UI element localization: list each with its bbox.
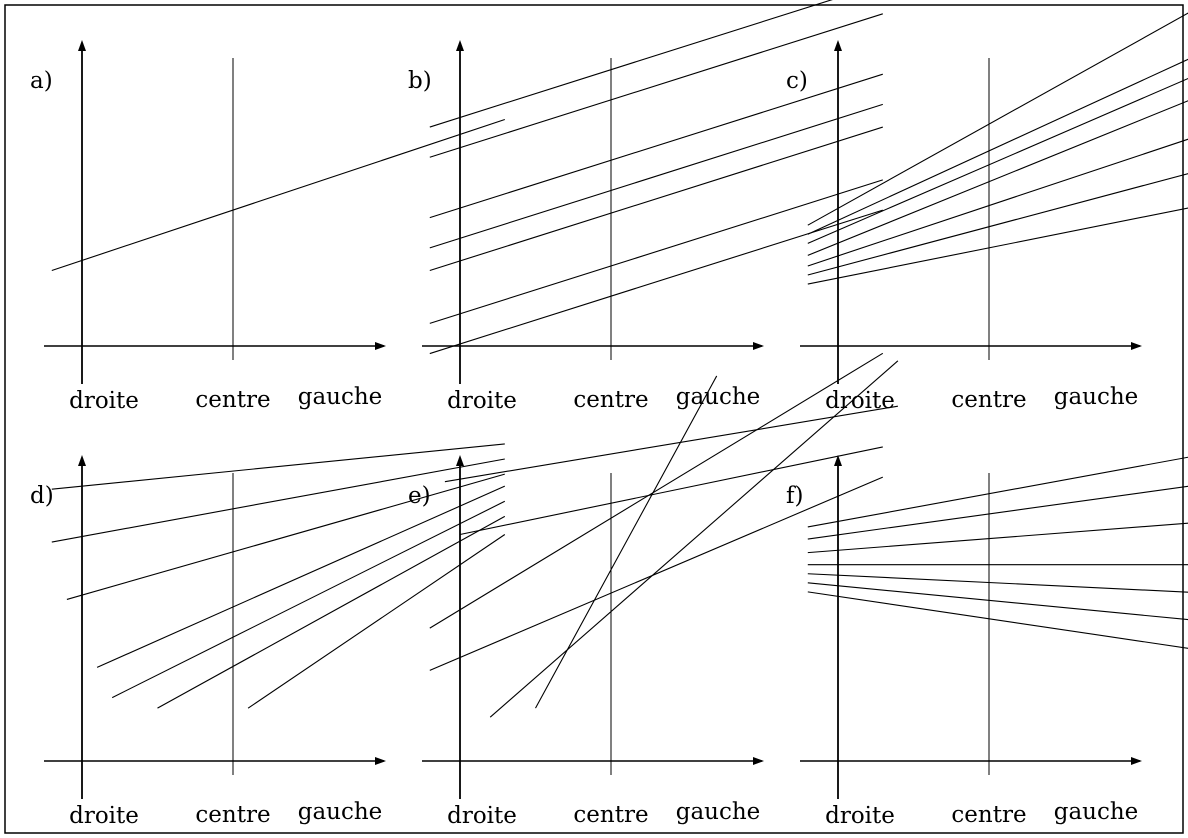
series-line-5 bbox=[429, 126, 883, 272]
series-line-4 bbox=[429, 103, 883, 249]
series-line-5 bbox=[807, 138, 1188, 267]
x-axis-arrow bbox=[1131, 757, 1142, 765]
panel-b: b) droite centre gauche bbox=[408, 0, 883, 414]
series-line-2 bbox=[429, 13, 883, 158]
series-line-6 bbox=[807, 582, 1188, 621]
x-tick-label-gauche: gauche bbox=[1054, 384, 1139, 410]
series-line-7 bbox=[807, 207, 1188, 285]
series-line-4 bbox=[429, 352, 884, 629]
series-line-3 bbox=[807, 77, 1188, 244]
series-line-4 bbox=[96, 485, 506, 668]
series-line-1 bbox=[807, 456, 1188, 528]
frame-border bbox=[4, 4, 1184, 834]
panel-c: c) droite centre gauche bbox=[786, 12, 1188, 414]
x-tick-label-droite: droite bbox=[825, 803, 895, 829]
series-line-2 bbox=[459, 446, 883, 536]
x-axis-arrow bbox=[1131, 342, 1142, 350]
x-tick-label-centre: centre bbox=[573, 802, 648, 828]
x-axis-arrow bbox=[375, 342, 386, 350]
x-tick-label-gauche: gauche bbox=[676, 799, 761, 825]
x-tick-label-droite: droite bbox=[447, 388, 517, 414]
y-axis-arrow bbox=[78, 40, 86, 51]
x-tick-label-centre: centre bbox=[195, 802, 270, 828]
panel-label: d) bbox=[30, 483, 54, 509]
x-tick-label-droite: droite bbox=[447, 803, 517, 829]
panel-d: d) droite centre gauche bbox=[30, 443, 506, 829]
panel-label: c) bbox=[786, 68, 808, 94]
x-axis-arrow bbox=[375, 757, 386, 765]
series-line-7 bbox=[429, 209, 883, 355]
series-line-1 bbox=[429, 0, 833, 128]
y-axis-arrow bbox=[78, 455, 86, 466]
series-line-3 bbox=[807, 522, 1188, 554]
series-line-7 bbox=[807, 591, 1188, 649]
series-line-4 bbox=[807, 100, 1188, 256]
series-line-3 bbox=[429, 476, 884, 671]
series-line-2 bbox=[807, 58, 1188, 235]
x-axis-arrow bbox=[753, 757, 764, 765]
x-tick-label-droite: droite bbox=[825, 388, 895, 414]
panel-label: f) bbox=[786, 483, 804, 509]
x-axis-arrow bbox=[753, 342, 764, 350]
series-line-1 bbox=[51, 118, 505, 272]
series-line-5 bbox=[489, 360, 899, 718]
series-line-2 bbox=[51, 458, 505, 543]
x-tick-label-gauche: gauche bbox=[298, 799, 383, 825]
x-tick-label-centre: centre bbox=[573, 387, 648, 413]
y-axis-arrow bbox=[456, 40, 464, 51]
series-line-2 bbox=[807, 485, 1188, 540]
panel-label: a) bbox=[30, 68, 53, 94]
x-tick-label-droite: droite bbox=[69, 803, 139, 829]
series-line-5 bbox=[807, 573, 1188, 593]
x-tick-label-gauche: gauche bbox=[1054, 799, 1139, 825]
series-line-7 bbox=[247, 534, 506, 709]
series-line-3 bbox=[429, 73, 883, 219]
panel-e: e) droite centre gauche bbox=[408, 352, 899, 829]
series-line-6 bbox=[157, 515, 506, 709]
panels: a) droite centre gauche b) droite centre gauche… bbox=[30, 0, 1188, 829]
panel-label: b) bbox=[408, 68, 432, 94]
series-line-6 bbox=[535, 375, 718, 709]
panel-f: f) droite centre gauche bbox=[786, 455, 1188, 829]
x-tick-label-centre: centre bbox=[951, 802, 1026, 828]
series-line-1 bbox=[444, 405, 898, 483]
x-tick-label-gauche: gauche bbox=[676, 384, 761, 410]
series-line-3 bbox=[66, 473, 505, 600]
series-line-5 bbox=[111, 500, 506, 699]
y-axis-arrow bbox=[834, 455, 842, 466]
series-line-6 bbox=[807, 173, 1188, 276]
x-tick-label-gauche: gauche bbox=[298, 384, 383, 410]
x-tick-label-centre: centre bbox=[195, 387, 270, 413]
panel-label: e) bbox=[408, 483, 431, 509]
panel-a: a) droite centre gauche bbox=[30, 40, 505, 414]
y-axis-arrow bbox=[456, 455, 464, 466]
series-line-1 bbox=[807, 12, 1188, 226]
series-line-6 bbox=[429, 179, 883, 324]
y-axis-arrow bbox=[834, 40, 842, 51]
series-line-1 bbox=[51, 443, 505, 490]
x-tick-label-centre: centre bbox=[951, 387, 1026, 413]
x-tick-label-droite: droite bbox=[69, 388, 139, 414]
